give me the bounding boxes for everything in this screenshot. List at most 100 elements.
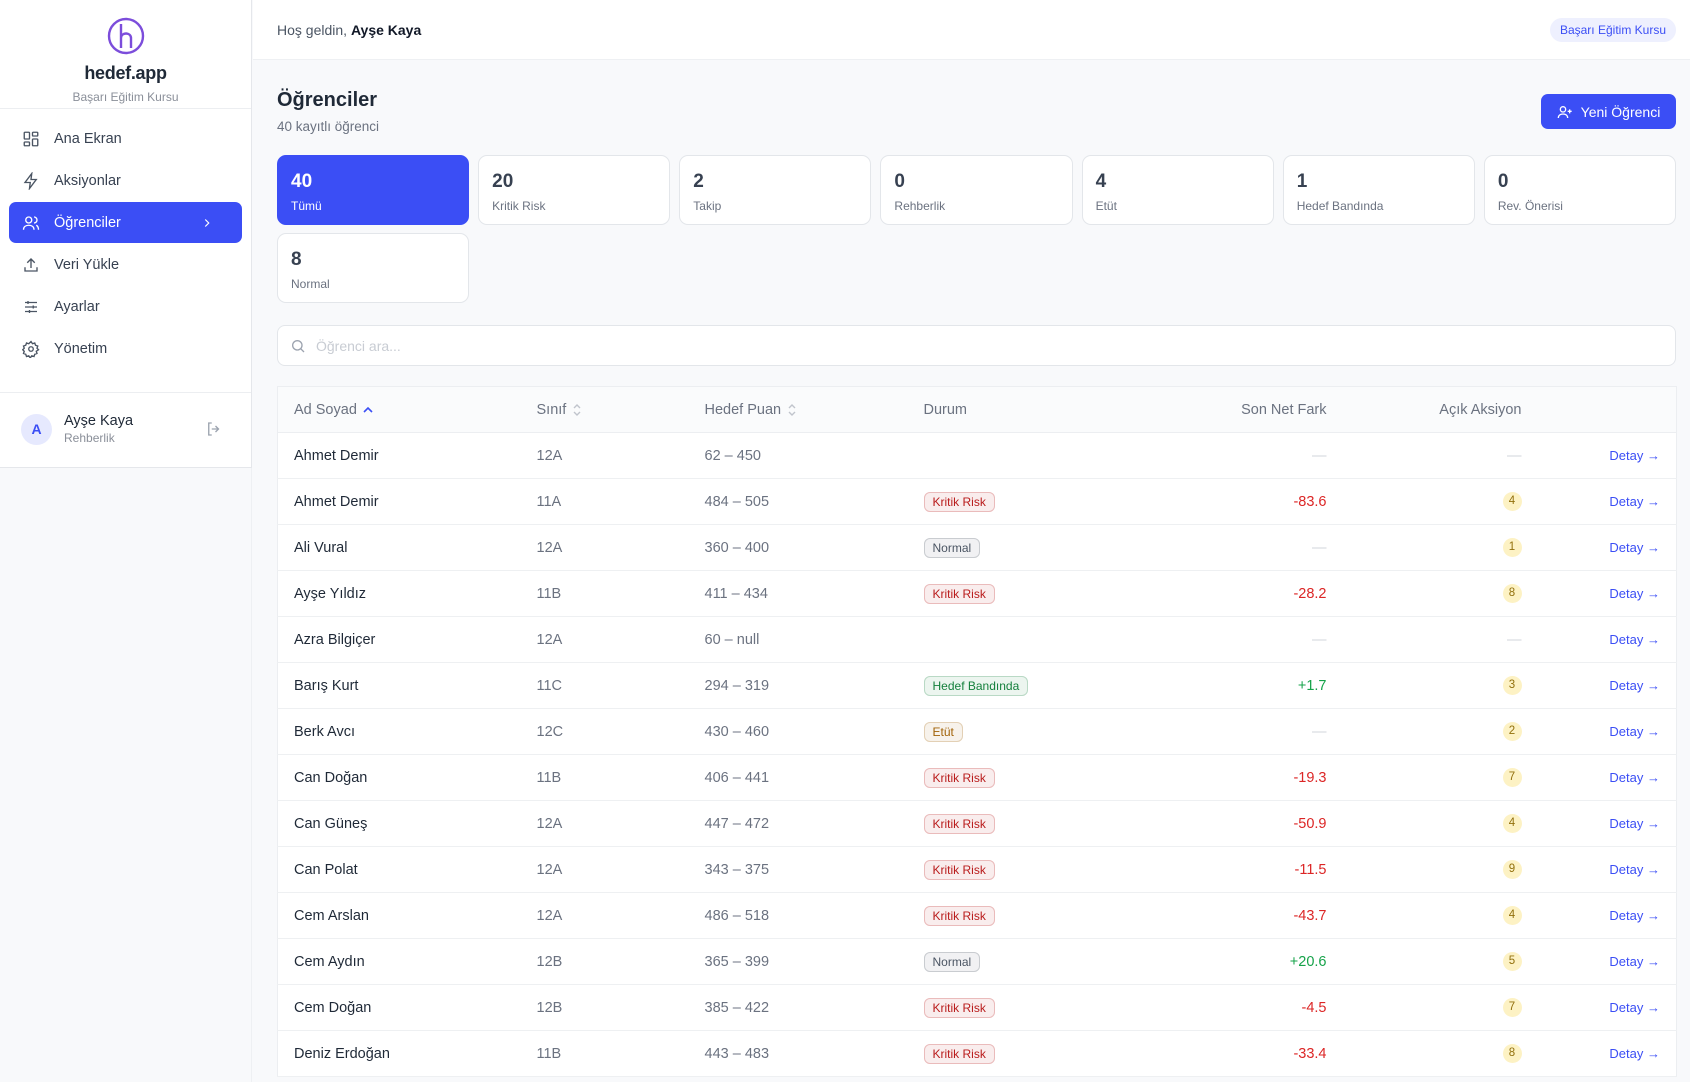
net-diff: -83.6 [1162, 478, 1328, 525]
status-cell: Kritik Risk [922, 570, 1163, 617]
new-student-button[interactable]: Yeni Öğrenci [1541, 94, 1676, 129]
sidebar: hedef.app Başarı Eğitim Kursu Ana Ekran A… [0, 0, 252, 1082]
table-row: Ahmet Demir 12A 62 – 450 — — Detay → [277, 432, 1677, 479]
detail-link[interactable]: Detay → [1609, 585, 1660, 601]
greeting: Hoş geldin, [277, 21, 348, 38]
detail-link[interactable]: Detay → [1609, 447, 1660, 463]
table-row: Can Doğan 11B 406 – 441 Kritik Risk -19.3 7 De… [277, 754, 1677, 801]
column-header[interactable]: Ad Soyad [277, 386, 536, 433]
column-header[interactable]: Sınıf [535, 386, 704, 433]
student-name: Berk Avcı [277, 708, 536, 755]
stat-card[interactable]: 8 Normal [277, 233, 470, 303]
actions-count: 3 [1502, 676, 1522, 695]
detail-cell: Detay → [1522, 662, 1677, 709]
stat-value: 1 [1296, 171, 1308, 192]
table-row: Ayşe Yıldız 11B 411 – 434 Kritik Risk -28.2 8… [277, 570, 1677, 617]
status-badge: Kritik Risk [923, 583, 995, 604]
detail-link[interactable]: Detay → [1609, 769, 1660, 785]
button-label: Yeni Öğrenci [1580, 103, 1661, 120]
status-cell: Normal [922, 938, 1163, 985]
stat-label: Rev. Önerisi [1497, 199, 1563, 213]
table-row: Cem Doğan 12B 385 – 422 Kritik Risk -4.5 7 Det… [277, 984, 1677, 1031]
detail-link[interactable]: Detay → [1609, 815, 1660, 831]
table-row: Barış Kurt 11C 294 – 319 Hedef Bandında +1.7… [277, 662, 1677, 709]
stat-value: 0 [1497, 171, 1509, 192]
net-diff: — [1162, 616, 1328, 663]
detail-link[interactable]: Detay → [1609, 493, 1660, 509]
stat-card[interactable]: 20 Kritik Risk [478, 155, 671, 225]
detail-link[interactable]: Detay → [1609, 999, 1660, 1015]
detail-cell: Detay → [1522, 616, 1677, 663]
detail-link[interactable]: Detay → [1609, 539, 1660, 555]
student-name: Ayşe Yıldız [277, 570, 536, 617]
student-name: Azra Bilgiçer [277, 616, 536, 663]
table-body: Ahmet Demir 12A 62 – 450— — Detay → Ahmet Dem… [277, 432, 1677, 1077]
column-label: Sınıf [536, 401, 567, 418]
student-name: Ahmet Demir [277, 478, 536, 525]
student-name: Cem Aydın [277, 938, 536, 985]
nav-item[interactable]: Ana Ekran [9, 118, 242, 159]
target-score: 60 – null [703, 616, 923, 663]
status-cell: Kritik Risk [922, 1030, 1163, 1077]
student-class: 11B [535, 570, 704, 617]
nav-item[interactable]: Aksiyonlar [9, 160, 242, 201]
actions-cell: — [1327, 432, 1523, 479]
actions-cell: 8 [1327, 570, 1523, 617]
target-score: 443 – 483 [703, 1030, 923, 1077]
actions-cell: 4 [1327, 892, 1523, 939]
stat-card[interactable]: 40 Tümü [277, 155, 470, 225]
actions-cell: 5 [1327, 938, 1523, 985]
detail-cell: Detay → [1522, 800, 1677, 847]
student-class: 12A [535, 846, 704, 893]
nav-item[interactable]: Öğrenciler [9, 202, 242, 243]
avatar: A [21, 413, 52, 445]
nav-label: Aksiyonlar [54, 172, 121, 189]
status-badge: Kritik Risk [923, 1043, 995, 1064]
detail-link[interactable]: Detay → [1609, 861, 1660, 877]
stat-card[interactable]: 0 Rev. Önerisi [1483, 155, 1676, 225]
student-class: 12B [535, 938, 704, 985]
actions-count: 4 [1502, 906, 1522, 925]
detail-cell: Detay → [1522, 432, 1677, 479]
stat-label: Tümü [291, 199, 322, 213]
detail-link[interactable]: Detay → [1609, 631, 1660, 647]
detail-link[interactable]: Detay → [1609, 1045, 1660, 1061]
detail-cell: Detay → [1522, 1030, 1677, 1077]
search-box[interactable]: Öğrenci ara... [277, 325, 1676, 366]
status-cell [922, 616, 1163, 663]
status-badge: Kritik Risk [923, 859, 995, 880]
status-badge: Kritik Risk [923, 997, 995, 1018]
student-class: 11A [535, 478, 704, 525]
actions-count: 7 [1502, 768, 1522, 787]
nav-item[interactable]: Yönetim [9, 328, 242, 369]
actions-cell: — [1327, 616, 1523, 663]
detail-link[interactable]: Detay → [1609, 677, 1660, 693]
stat-card[interactable]: 2 Takip [679, 155, 872, 225]
nav-icon [22, 339, 40, 358]
column-header[interactable]: Hedef Puan [703, 386, 923, 433]
header-row: Ad Soyad Sınıf Hedef Puan Durum Son Net Fark… [277, 386, 1677, 433]
stat-card[interactable]: 4 Etüt [1081, 155, 1274, 225]
stat-label: Kritik Risk [492, 199, 546, 213]
target-score: 360 – 400 [703, 524, 923, 571]
sort-icon [788, 403, 796, 416]
chevron [204, 218, 210, 227]
detail-link[interactable]: Detay → [1609, 723, 1660, 739]
net-diff: — [1162, 524, 1328, 571]
target-score: 447 – 472 [703, 800, 923, 847]
user-name: Ayşe Kaya [64, 413, 134, 429]
nav-item[interactable]: Ayarlar [9, 286, 242, 327]
stat-card[interactable]: 1 Hedef Bandında [1282, 155, 1475, 225]
detail-link[interactable]: Detay → [1609, 907, 1660, 923]
detail-link[interactable]: Detay → [1609, 953, 1660, 969]
user-box: A Ayşe Kaya Rehberlik [0, 392, 251, 445]
net-diff: -33.4 [1162, 1030, 1328, 1077]
actions-count: 2 [1502, 722, 1522, 741]
stat-card[interactable]: 0 Rehberlik [880, 155, 1073, 225]
status-badge: Kritik Risk [923, 905, 995, 926]
stat-label: Takip [693, 199, 722, 213]
detail-cell: Detay → [1522, 524, 1677, 571]
logout-button[interactable] [205, 420, 223, 438]
table-row: Deniz Erdoğan 11B 443 – 483 Kritik Risk -33.… [277, 1030, 1677, 1077]
nav-item[interactable]: Veri Yükle [9, 244, 242, 285]
